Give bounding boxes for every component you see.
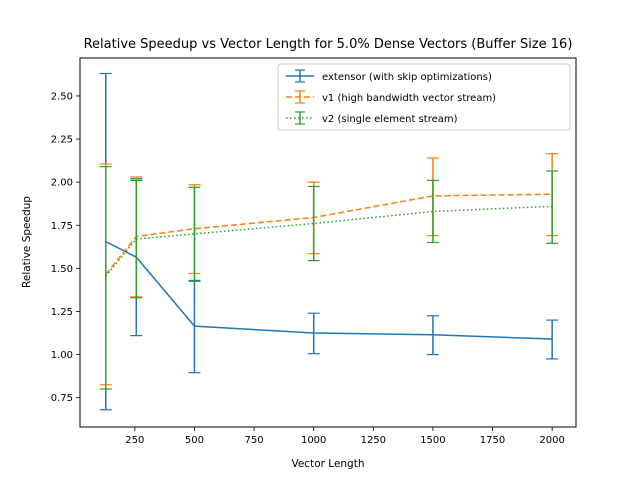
x-tick-label: 1500 — [420, 435, 445, 446]
y-axis-label: Relative Speedup — [21, 196, 33, 288]
y-tick-label: 1.50 — [51, 264, 73, 275]
series-line — [105, 240, 553, 340]
axis-ticks: 250 500 750 1000 1250 1500 1750 2000 0.75 1.00 1.2… — [51, 91, 565, 446]
y-tick-label: 1.75 — [51, 221, 73, 232]
chart-title: Relative Speedup vs Vector Length for 5.… — [84, 37, 573, 52]
legend-label: v1 (high bandwidth vector stream) — [322, 93, 496, 104]
y-tick-label: 1.00 — [51, 350, 73, 361]
legend: extensor (with skip optimizations) v1 (hi… — [277, 63, 571, 131]
legend-label: v2 (single element stream) — [322, 114, 458, 125]
x-tick-label: 1000 — [301, 435, 326, 446]
x-tick-label: 1750 — [480, 435, 505, 446]
legend-box — [277, 63, 571, 131]
x-tick-label: 750 — [245, 435, 264, 446]
series-3 — [99, 166, 559, 390]
plot-frame — [79, 57, 577, 428]
x-tick-label: 2000 — [539, 435, 564, 446]
y-tick-label: 2.50 — [51, 91, 73, 102]
y-tick-label: 0.75 — [51, 393, 73, 404]
x-tick-label: 500 — [185, 435, 204, 446]
x-tick-label: 1250 — [361, 435, 386, 446]
legend-label: extensor (with skip optimizations) — [322, 72, 492, 83]
x-tick-label: 250 — [125, 435, 144, 446]
y-tick-label: 2.25 — [51, 135, 73, 146]
x-axis-label: Vector Length — [291, 458, 364, 470]
y-tick-label: 1.25 — [51, 307, 73, 318]
series-line — [105, 205, 553, 277]
series-2 — [99, 153, 559, 386]
y-tick-label: 2.00 — [51, 178, 73, 189]
series-line — [105, 193, 553, 275]
plot-area — [99, 72, 559, 411]
